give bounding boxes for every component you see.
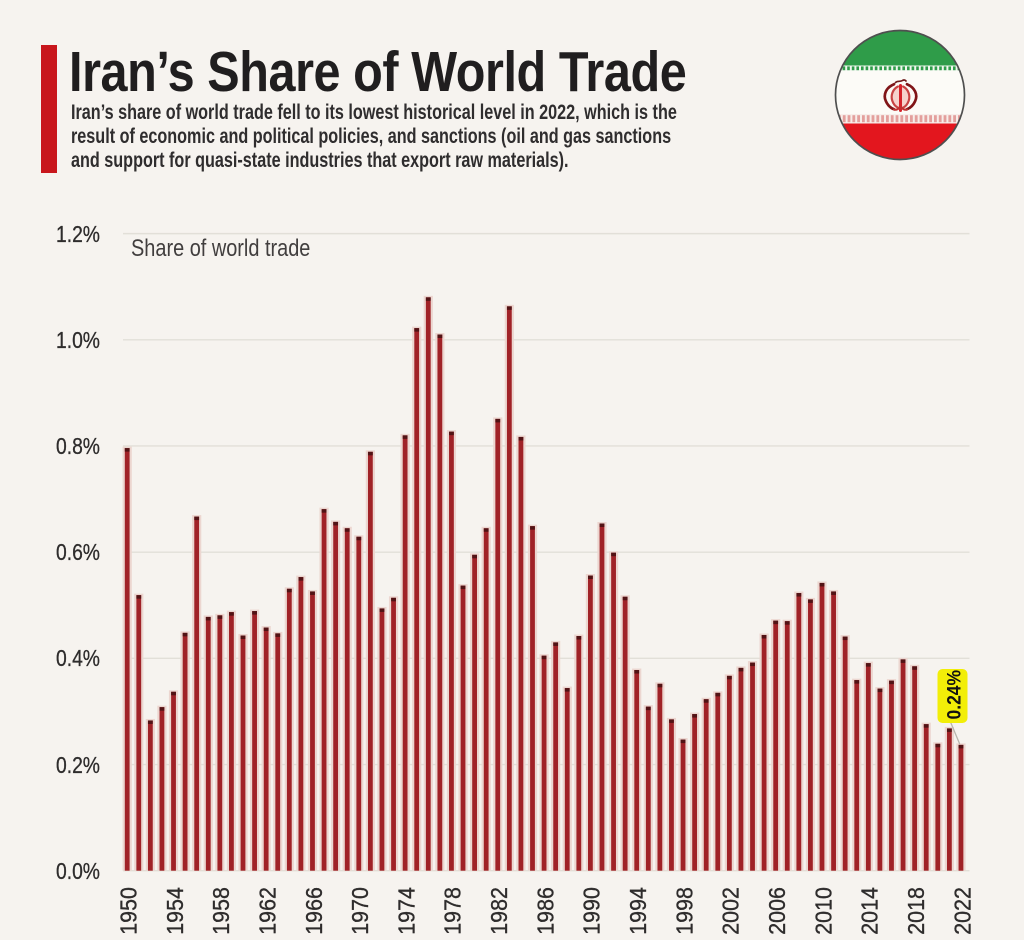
svg-text:1970: 1970 [347, 887, 373, 935]
svg-text:1974: 1974 [394, 887, 420, 935]
svg-text:0.24%: 0.24% [943, 670, 965, 720]
svg-text:1958: 1958 [208, 887, 234, 935]
svg-text:1998: 1998 [672, 887, 698, 935]
svg-text:1982: 1982 [486, 887, 512, 935]
svg-text:2010: 2010 [811, 887, 837, 935]
svg-text:2022: 2022 [950, 887, 976, 935]
svg-text:1978: 1978 [440, 887, 466, 935]
svg-text:1966: 1966 [301, 887, 327, 935]
svg-text:1986: 1986 [533, 887, 559, 935]
svg-text:1950: 1950 [116, 887, 142, 935]
svg-text:1990: 1990 [579, 887, 605, 935]
svg-text:2006: 2006 [764, 887, 790, 935]
svg-text:2014: 2014 [857, 887, 883, 935]
svg-text:1994: 1994 [625, 887, 651, 935]
svg-text:1962: 1962 [255, 887, 281, 935]
svg-text:1954: 1954 [162, 887, 188, 935]
svg-text:2018: 2018 [903, 887, 929, 935]
svg-text:2002: 2002 [718, 887, 744, 935]
